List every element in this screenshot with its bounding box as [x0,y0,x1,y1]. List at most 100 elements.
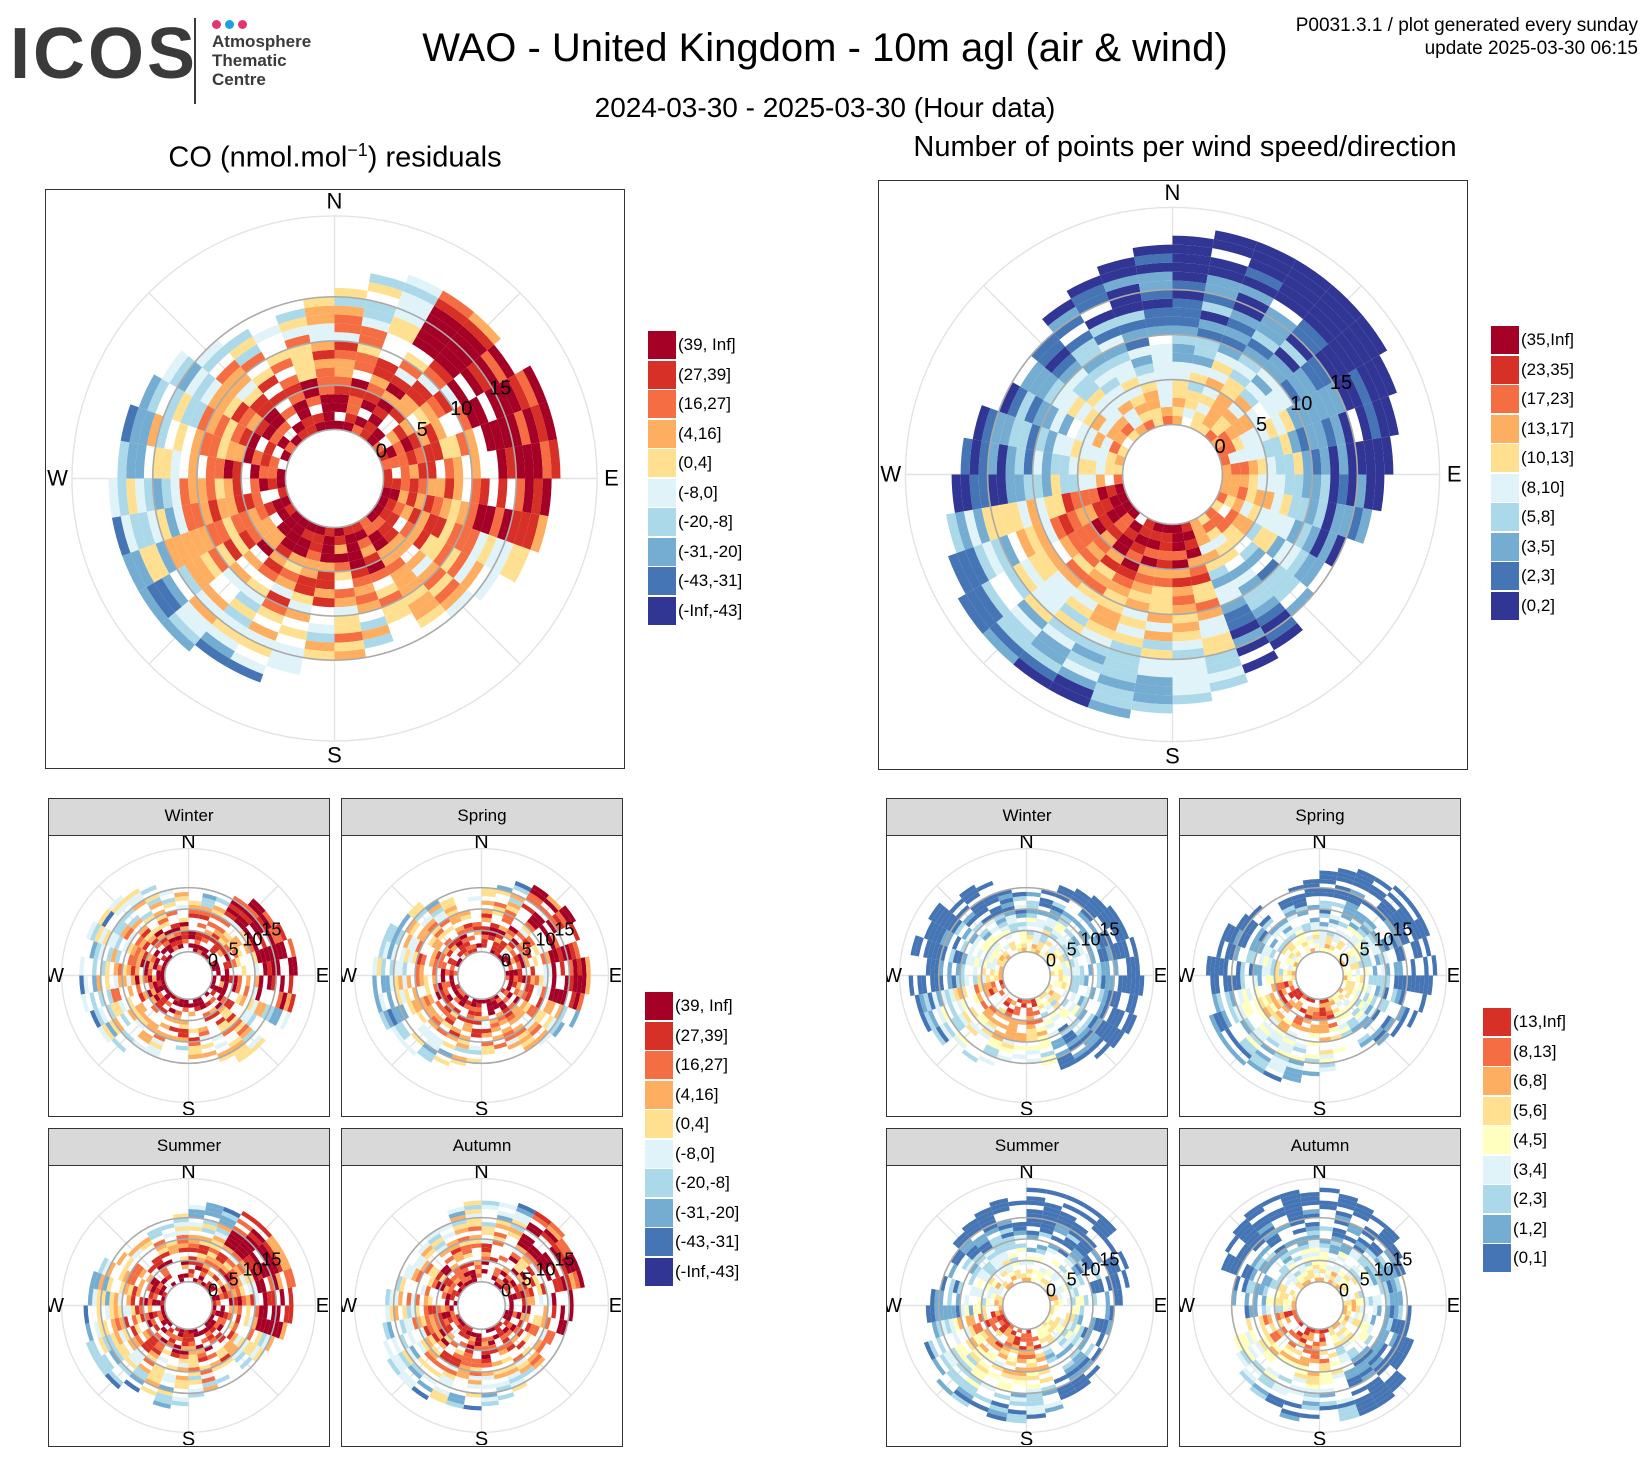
polar-tile [117,1361,133,1377]
polar-tile [1324,382,1347,415]
polar-tile [354,528,368,542]
polar-tile [489,1256,499,1264]
polar-tile [1057,946,1066,956]
polar-tile [158,1384,174,1393]
legend-label: (-Inf,-43] [678,600,743,620]
co-main-plot: 0 5 10 15 N E S W [45,189,625,769]
polar-tile [110,988,118,1003]
polar-tile [255,1221,273,1239]
polar-tile [152,478,165,511]
polar-tile [1050,959,1057,966]
polar-tile [1052,1331,1062,1341]
polar-tile [1104,1305,1111,1321]
polar-tile [1026,913,1038,919]
polar-tile [1043,544,1066,571]
polar-tile [1226,611,1256,632]
polar-tile [188,1341,196,1347]
polar-tile [234,946,243,958]
polar-speed-ring [142,1259,235,1352]
polar-tile [546,895,562,911]
polar-tile [1195,336,1221,352]
polar-tile [422,443,436,463]
polar-tile [390,927,402,944]
polar-tile [1287,267,1327,299]
polar-tile [1049,409,1067,433]
polar-tile [519,1271,528,1281]
polar-tile [183,1328,189,1334]
polar-tile [1292,897,1307,905]
polar-tile [441,981,448,990]
polar-tile [1299,1007,1307,1014]
polar-tile [1110,1008,1122,1026]
polar-tile [217,937,227,947]
polar-tile [216,1299,221,1306]
polar-tile [1369,1214,1387,1229]
polar-tile [182,1273,189,1278]
polar-tile [228,1345,240,1357]
polar-tile [1255,322,1286,347]
polar-tile [205,522,224,548]
polar-tile [465,945,472,952]
polar-tile [1003,1010,1013,1018]
polar-tile [163,929,174,937]
polar-tile [229,373,252,396]
polar-tile [1287,969,1292,976]
polar-tile [1349,888,1366,900]
polar-tile [441,1311,448,1320]
polar-speed-ring [435,929,528,1022]
polar-tile [1346,1016,1357,1026]
polar-tile [109,933,120,949]
polar-tile [956,1317,965,1330]
polar-tile [1334,1014,1345,1022]
polar-tile [1214,975,1221,994]
polar-tile [1236,486,1249,501]
compass-label: W [47,466,68,491]
polar-tile [530,442,543,479]
polar-tile [936,1378,954,1396]
polar-tile [1340,1284,1348,1292]
polar-tile [1239,461,1250,475]
polar-speed-ring [1076,378,1269,571]
polar-tile [1172,621,1200,633]
polar-tile [1111,572,1134,590]
polar-tile [415,510,431,530]
polar-tile [396,299,430,322]
polar-tile [521,1233,536,1245]
polar-tile [542,1329,553,1344]
polar-tile [1386,891,1404,909]
polar-outer-ring [71,215,598,742]
polar-tile [1257,964,1263,976]
polar-tile [158,1289,165,1296]
polar-tile [1036,999,1043,1006]
polar-tile [927,923,940,942]
polar-tile [223,910,237,922]
polar-tile [1303,423,1320,451]
polar-tile [1319,870,1338,877]
polar-tile [489,1017,499,1025]
polar-tile [222,1261,233,1272]
polar-tile [168,937,176,944]
polar-tile [525,1004,536,1016]
polar-tile [1096,962,1102,976]
polar-tile [274,543,293,560]
polar-tile [1172,406,1185,417]
polar-tile [171,926,181,934]
polar-tile [179,478,191,506]
polar-tile [144,892,160,904]
polar-tile [1349,962,1356,970]
polar-tile [430,924,442,936]
polar-tile [406,1331,417,1346]
polar-tile [202,1010,212,1018]
polar-tile [1290,1021,1302,1030]
polar-tile [93,925,105,943]
polar-tile [188,1221,204,1228]
polar-tile [1040,1010,1050,1018]
polar-tile [287,993,297,1013]
polar-tile [1406,899,1422,919]
polar-tile [1113,942,1122,960]
polar-tile [1363,1265,1374,1277]
polar-tile [1287,1058,1305,1067]
polar-tile [1058,1285,1065,1293]
polar-tile [1193,589,1218,604]
